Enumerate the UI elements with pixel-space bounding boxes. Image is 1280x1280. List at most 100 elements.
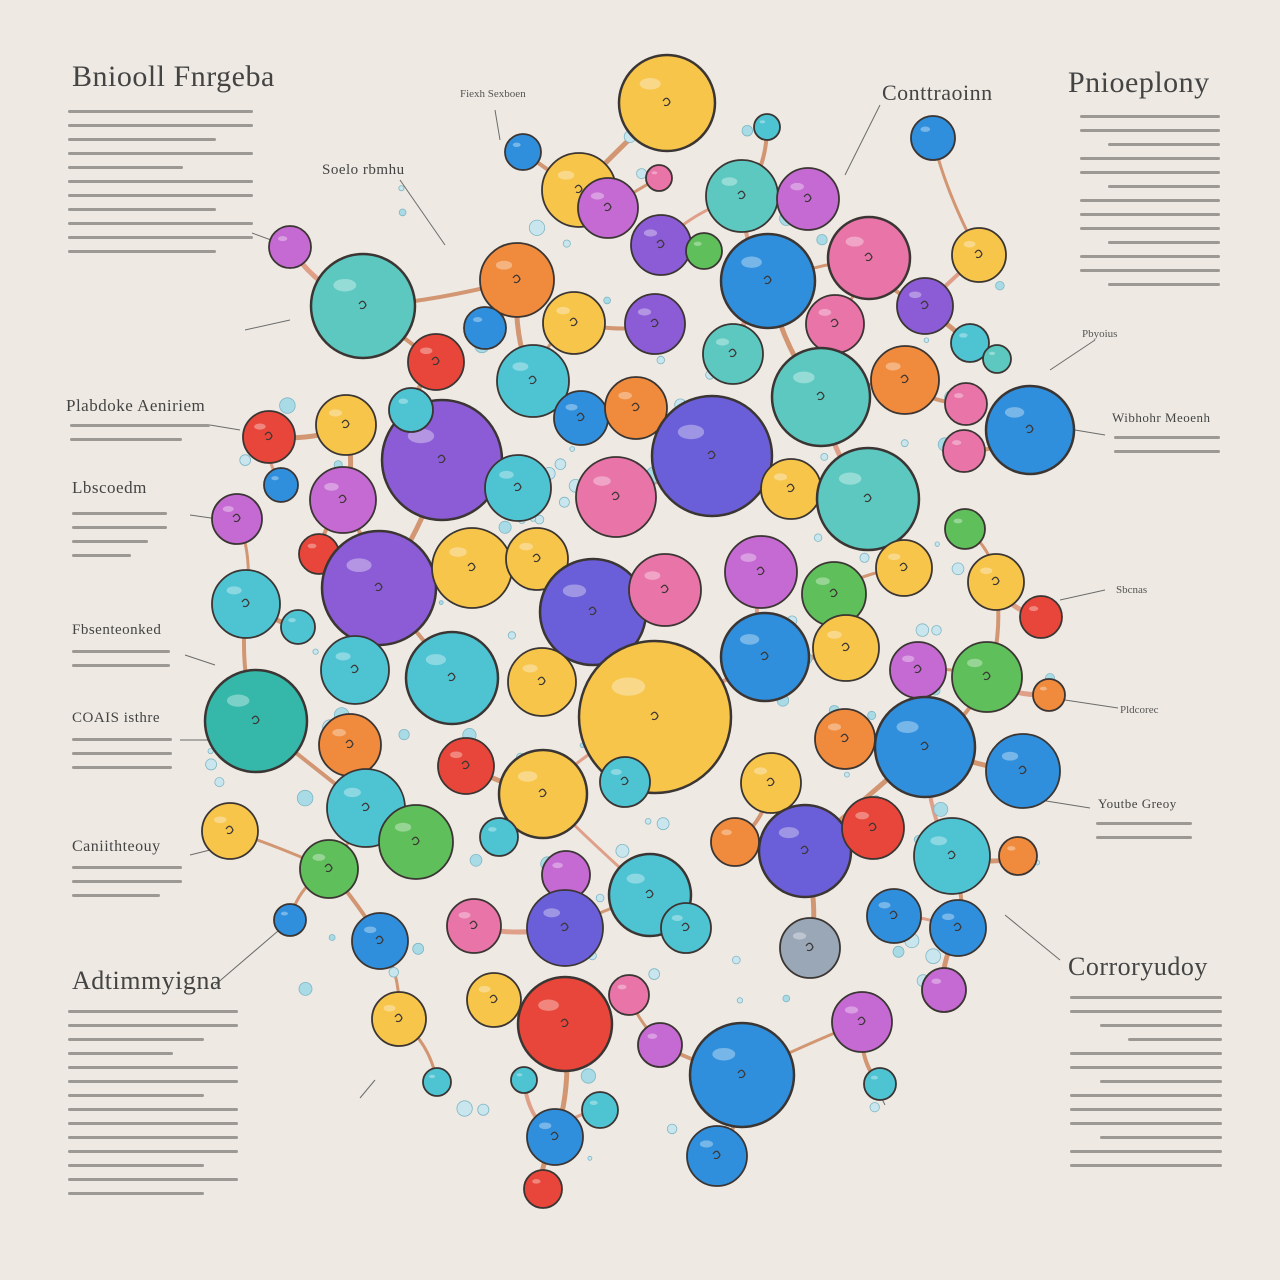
text-block-left-2 <box>72 512 167 568</box>
node-circle-icon <box>604 376 668 440</box>
bubble-dot <box>934 541 940 547</box>
node-circle-icon <box>510 1066 538 1094</box>
text-block-right-4 <box>1096 822 1192 850</box>
heading-left-4: COAIS isthre <box>72 710 161 726</box>
node-circle-icon <box>371 991 427 1047</box>
node-circle-icon <box>637 1022 683 1068</box>
text-block-left-4 <box>72 738 172 780</box>
node-circle-icon <box>542 291 606 355</box>
node-circle-icon <box>875 539 933 597</box>
node-circle-icon <box>388 387 434 433</box>
node-circle-icon <box>757 803 853 899</box>
node-circle-icon <box>951 641 1023 713</box>
heading-top-left: Bniooll Fnrgeba <box>72 60 275 93</box>
bubble-dot <box>656 355 665 365</box>
node-circle-icon <box>889 641 947 699</box>
node-circle-icon <box>201 802 259 860</box>
node-circle-icon <box>211 493 263 545</box>
node-circle-icon <box>505 527 569 591</box>
bubble-dot <box>498 520 512 534</box>
node-circle-icon <box>463 306 507 350</box>
bubble-dot <box>438 600 444 605</box>
leader-line <box>1004 914 1061 961</box>
text-block-left-1 <box>70 424 210 452</box>
heading-left-2: Lbscoedm <box>72 478 147 497</box>
leader-line <box>1049 339 1096 371</box>
node-circle-icon <box>1019 595 1063 639</box>
leader-line <box>399 179 446 246</box>
bubble-dot <box>923 337 930 343</box>
bubble-dot <box>844 771 850 778</box>
bubble-dot <box>813 533 823 542</box>
text-block-left-5 <box>72 866 182 908</box>
node-circle-icon <box>268 225 312 269</box>
bubble-dot <box>731 955 741 965</box>
node-circle-icon <box>404 630 500 726</box>
bubble-dot <box>456 1100 473 1117</box>
bubble-dot <box>328 934 336 941</box>
node-circle-icon <box>466 972 522 1028</box>
text-block-left-6 <box>68 1010 238 1206</box>
bubble-dot <box>239 454 252 466</box>
bubble-dot <box>207 748 214 755</box>
bubble-dot <box>995 281 1005 291</box>
node-circle-icon <box>805 294 865 354</box>
label-center-right: Sbcnas <box>1116 584 1148 596</box>
node-circle-icon <box>896 277 954 335</box>
node-circle-icon <box>724 535 798 609</box>
node-circle-icon <box>351 912 409 970</box>
bubble-dot <box>412 942 425 955</box>
node-circle-icon <box>951 227 1007 283</box>
bubble-dot <box>915 623 930 637</box>
node-circle-icon <box>873 695 977 799</box>
text-block-top-right <box>1080 115 1220 297</box>
node-circle-icon <box>942 429 986 473</box>
text-block-left-3 <box>72 650 170 678</box>
bubble-dot <box>507 631 516 640</box>
node-circle-icon <box>967 553 1025 611</box>
leader-line <box>184 654 216 666</box>
bubble-dot <box>580 1068 597 1084</box>
bubble-dot <box>741 124 754 137</box>
bubble-dot <box>562 239 571 248</box>
bubble-dot <box>648 968 660 980</box>
bubble-dot <box>666 1123 678 1135</box>
node-circle-icon <box>504 133 542 171</box>
leader-line <box>1059 589 1106 601</box>
node-circle-icon <box>686 1125 748 1187</box>
bubble-dot <box>782 994 791 1003</box>
node-circle-icon <box>985 733 1061 809</box>
node-circle-icon <box>770 346 872 448</box>
node-circle-icon <box>309 466 377 534</box>
bubble-dot <box>925 948 941 964</box>
node-circle-icon <box>831 991 893 1053</box>
leader-line <box>244 319 291 331</box>
leader-line <box>359 1079 376 1099</box>
node-circle-icon <box>318 713 382 777</box>
bubble-dot <box>644 817 652 825</box>
node-circle-icon <box>630 214 692 276</box>
text-block-right-2 <box>1114 436 1220 464</box>
label-top-center: Soelo rbmhu <box>322 162 405 178</box>
node-circle-icon <box>685 232 723 270</box>
caption-top-center: Fiexh Sexboen <box>460 88 526 100</box>
label-right-3: Pldcorec <box>1120 704 1159 716</box>
node-circle-icon <box>407 333 465 391</box>
bubble-dot <box>279 397 296 414</box>
bubble-dot <box>816 234 828 246</box>
node-circle-icon <box>826 215 912 301</box>
bubble-dot <box>900 439 909 448</box>
bubble-dot <box>951 562 965 576</box>
node-circle-icon <box>608 974 650 1016</box>
leader-line <box>1064 699 1119 709</box>
heading-left-6: Adtimmyigna <box>72 966 222 995</box>
leader-line <box>209 424 241 431</box>
node-circle-icon <box>507 647 577 717</box>
heading-left-5: Caniithteouy <box>72 838 161 855</box>
bubble-dot <box>615 844 630 858</box>
node-circle-icon <box>702 323 764 385</box>
node-circle-icon <box>740 752 802 814</box>
bubble-dot <box>736 997 744 1004</box>
bubble-dot <box>931 625 942 636</box>
node-circle-icon <box>526 889 604 967</box>
